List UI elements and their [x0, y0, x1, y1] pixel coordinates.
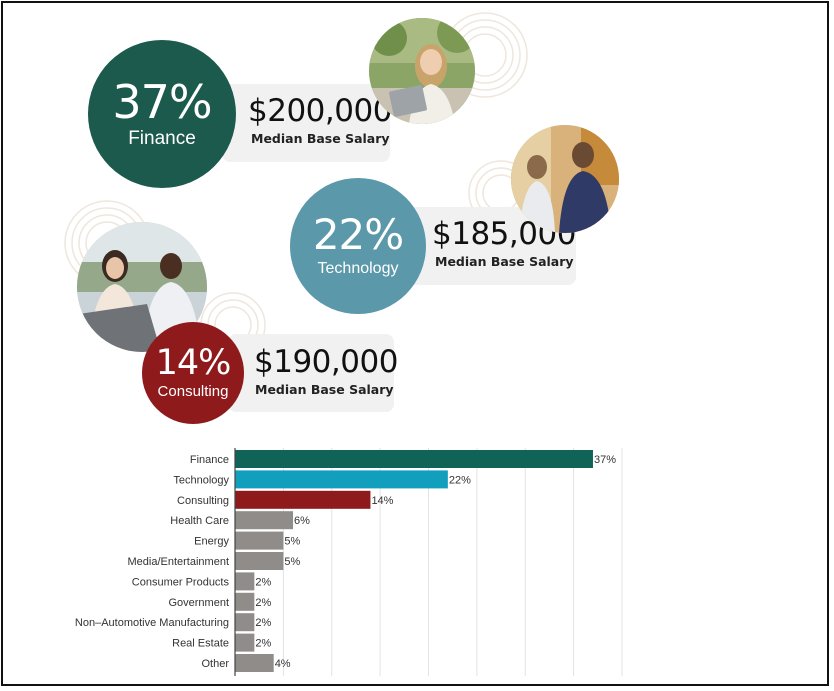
bar-3: [235, 511, 294, 530]
consulting-percent-circle: 14% Consulting: [142, 322, 244, 424]
finance-percent: 37%: [112, 74, 212, 129]
data-label-6: 2%: [255, 576, 271, 588]
data-label-8: 2%: [255, 617, 271, 629]
consulting-salary-card: [228, 334, 394, 412]
technology-percent-circle: 22% Technology: [290, 178, 426, 314]
data-label-7: 2%: [255, 597, 271, 609]
data-label-0: 37%: [594, 454, 616, 466]
finance-category: Finance: [128, 127, 196, 149]
bar-8: [235, 613, 255, 632]
technology-category: Technology: [317, 260, 399, 278]
technology-salary-label: Median Base Salary: [435, 254, 574, 269]
data-label-5: 5%: [284, 556, 300, 568]
finance-salary-card: [222, 84, 390, 162]
category-label-3: Health Care: [170, 515, 229, 527]
bar-10: [235, 654, 274, 672]
category-label-4: Energy: [194, 536, 229, 548]
bar-5: [235, 552, 284, 570]
data-label-1: 22%: [449, 474, 471, 486]
category-label-9: Real Estate: [172, 638, 229, 650]
bar-0: [235, 450, 593, 468]
data-label-2: 14%: [371, 495, 393, 507]
category-label-0: Finance: [190, 454, 229, 466]
data-label-10: 4%: [275, 658, 291, 670]
consulting-percent: 14%: [155, 342, 232, 383]
data-label-3: 6%: [294, 515, 310, 527]
technology-percent: 22%: [312, 210, 404, 260]
finance-percent-circle: 37% Finance: [88, 40, 236, 188]
bar-1: [235, 470, 448, 489]
bar-2: [235, 490, 371, 509]
category-label-2: Consulting: [177, 495, 229, 507]
bar-6: [235, 572, 255, 591]
category-label-5: Media/Entertainment: [128, 556, 230, 568]
students-walking-photo: [511, 125, 619, 233]
bar-7: [235, 592, 255, 611]
bar-9: [235, 633, 255, 652]
finance-salary-amount: $200,000: [248, 93, 392, 129]
finance-salary-label: Median Base Salary: [251, 131, 390, 146]
consulting-salary-label: Median Base Salary: [255, 382, 394, 397]
bar-4: [235, 531, 284, 550]
category-label-8: Non–Automotive Manufacturing: [75, 617, 229, 629]
category-label-7: Government: [168, 597, 229, 609]
category-label-1: Technology: [173, 474, 229, 486]
data-label-9: 2%: [255, 638, 271, 650]
consulting-category: Consulting: [157, 382, 229, 400]
category-label-6: Consumer Products: [132, 576, 230, 588]
consulting-salary-amount: $190,000: [254, 344, 398, 380]
student-laptop-photo: [369, 18, 475, 124]
category-label-10: Other: [201, 658, 229, 670]
data-label-4: 5%: [284, 536, 300, 548]
